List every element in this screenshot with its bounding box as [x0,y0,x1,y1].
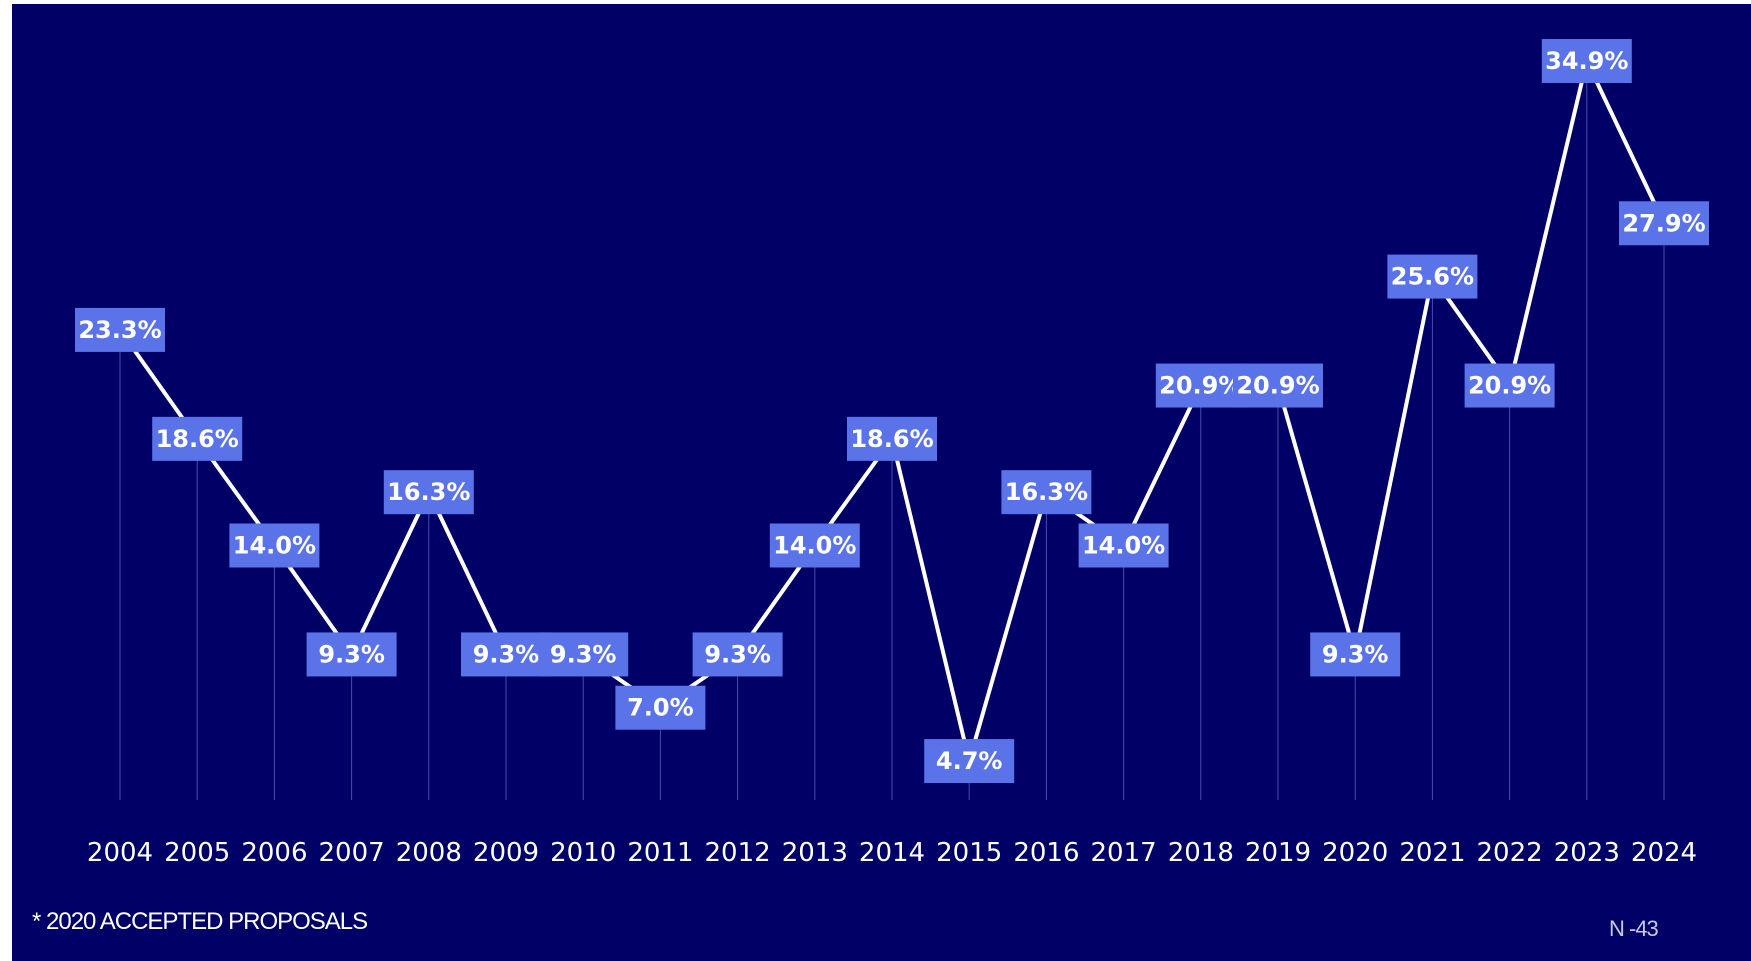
data-label-box [1078,523,1169,568]
data-label-box [924,739,1015,784]
data-label-2024: 27.9% [1619,201,1709,246]
data-label-text: 20.9% [1468,372,1551,400]
data-label-2012: 9.3% [692,632,783,677]
data-label-2014: 18.6% [847,416,937,461]
drop-lines [119,61,1665,800]
x-tick-label: 2020 [1322,838,1388,868]
data-labels: 23.3% 18.6% 14.0% 9.3% 16.3% 9.3% 9.3% 7.0% 9.3%… [75,39,1709,784]
x-tick-label: 2014 [859,838,925,868]
x-tick-label: 2006 [241,838,307,868]
data-label-text: 7.0% [627,694,694,722]
data-label-box [847,416,937,461]
data-label-text: 20.9% [1159,372,1242,400]
data-label-text: 14.0% [773,531,856,559]
data-label-box [383,470,474,515]
data-label-text: 20.9% [1236,372,1319,400]
data-label-text: 9.3% [704,640,771,668]
data-label-box [152,416,243,461]
data-label-text: 14.0% [233,531,316,559]
x-tick-label: 2015 [936,838,1002,868]
data-label-text: 14.0% [1082,531,1165,559]
x-tick-label: 2012 [705,838,771,868]
data-label-2008: 16.3% [383,470,474,515]
x-tick-label: 2019 [1245,838,1311,868]
data-label-box [1001,470,1092,515]
data-label-2020: 9.3% [1310,632,1401,677]
data-label-box [769,523,860,568]
data-label-text: 9.3% [473,640,540,668]
data-label-2005: 18.6% [152,416,243,461]
x-tick-label: 2013 [782,838,848,868]
data-label-2017: 14.0% [1078,523,1169,568]
x-tick-label: 2022 [1477,838,1543,868]
x-tick-label: 2004 [87,838,153,868]
data-label-text: 23.3% [78,316,161,344]
data-label-box [692,632,783,677]
data-label-2007: 9.3% [306,632,397,677]
x-tick-label: 2017 [1091,838,1157,868]
x-tick-label: 2005 [164,838,230,868]
x-tick-label: 2021 [1399,838,1465,868]
data-label-box [75,307,165,352]
data-label-box [1310,632,1401,677]
x-tick-label: 2023 [1554,838,1620,868]
data-label-box [1619,201,1709,246]
data-label-text: 18.6% [156,425,239,453]
x-tick-label: 2018 [1168,838,1234,868]
data-label-text: 9.3% [1322,640,1389,668]
data-label-2022: 20.9% [1464,363,1555,408]
footnote: * 2020 ACCEPTED PROPOSALS [32,908,368,935]
data-label-2010: 9.3% [538,632,629,677]
data-label-2018: 20.9% [1155,363,1246,408]
data-label-text: 27.9% [1622,209,1705,237]
data-label-text: 9.3% [318,640,385,668]
data-label-box [1541,39,1632,84]
data-label-text: 4.7% [936,747,1003,775]
x-tick-label: 2008 [396,838,462,868]
sample-size-note: N -43 [1609,916,1659,941]
data-label-2011: 7.0% [615,685,706,730]
chart-background [12,4,1751,961]
data-label-2019: 20.9% [1233,363,1323,408]
data-label-2016: 16.3% [1001,470,1092,515]
data-label-2015: 4.7% [924,739,1015,784]
data-label-text: 34.9% [1545,47,1628,75]
data-label-box [538,632,629,677]
data-label-text: 25.6% [1391,263,1474,291]
data-label-box [306,632,397,677]
x-tick-label: 2009 [473,838,539,868]
x-tick-label: 2010 [550,838,616,868]
data-label-2006: 14.0% [229,523,320,568]
data-label-box [1464,363,1555,408]
x-tick-label: 2024 [1631,838,1697,868]
data-label-box [1387,254,1478,299]
data-label-2009: 9.3% [461,632,551,677]
data-label-box [461,632,551,677]
data-label-2021: 25.6% [1387,254,1478,299]
data-label-2023: 34.9% [1541,39,1632,84]
data-label-box [1233,363,1323,408]
data-label-box [615,685,706,730]
data-label-text: 9.3% [550,640,617,668]
data-label-text: 18.6% [850,425,933,453]
data-label-text: 16.3% [387,478,470,506]
x-tick-label: 2011 [627,838,693,868]
data-label-2004: 23.3% [75,307,165,352]
data-label-text: 16.3% [1005,478,1088,506]
x-tick-label: 2016 [1013,838,1079,868]
data-label-box [229,523,320,568]
data-label-2013: 14.0% [769,523,860,568]
x-tick-label: 2007 [319,838,385,868]
x-axis-labels: 2004 2005 2006 2007 2008 2009 2010 2011 2012 2013… [87,838,1697,868]
data-label-box [1155,363,1246,408]
